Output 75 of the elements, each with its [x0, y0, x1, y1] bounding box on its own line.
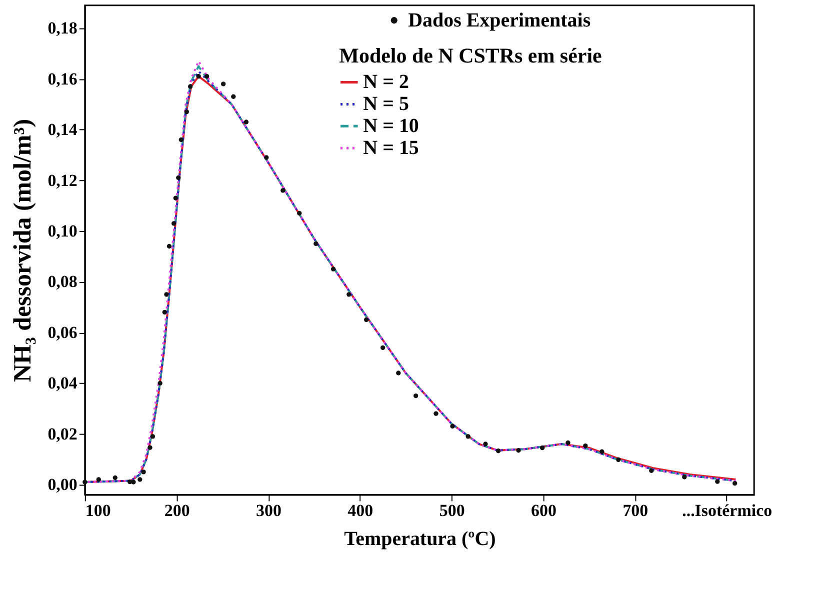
- y-tick-label: 0,10: [48, 222, 78, 241]
- y-tick-label: 0,12: [48, 170, 78, 190]
- point: [148, 445, 152, 450]
- y-tick-label: 0,16: [48, 69, 78, 88]
- point: [196, 74, 201, 79]
- point: [96, 477, 101, 482]
- point: [231, 94, 236, 99]
- point: [649, 468, 654, 473]
- point: [131, 480, 136, 484]
- point: [715, 479, 720, 484]
- x-tick-label: 500: [439, 501, 465, 520]
- point: [566, 440, 570, 446]
- y-tick-label: 0,04: [48, 374, 78, 393]
- point: [162, 310, 167, 314]
- x-tick-label: 400: [348, 501, 374, 520]
- point: [466, 434, 470, 439]
- legend-title: Modelo de N CSTRs em série: [339, 43, 602, 68]
- point: [188, 84, 193, 89]
- point: [166, 244, 172, 249]
- point: [220, 82, 226, 86]
- x-axis-title: Temperatura (ºC): [344, 528, 496, 550]
- point: [434, 411, 438, 416]
- point: [244, 120, 249, 124]
- point: [364, 317, 369, 322]
- point: [173, 196, 178, 200]
- x-tick-label: 200: [164, 501, 190, 520]
- point: [158, 380, 162, 386]
- point: [171, 221, 176, 226]
- x-tick-label: ...Isotérmico: [682, 501, 772, 520]
- legend-label: N = 15: [363, 137, 419, 160]
- point: [204, 74, 210, 79]
- point: [346, 292, 352, 297]
- point: [280, 188, 286, 193]
- y-tick-label: 0,08: [48, 272, 78, 292]
- x-tick-label: 700: [622, 501, 648, 520]
- point: [127, 479, 132, 484]
- point: [314, 241, 318, 246]
- point: [82, 480, 88, 484]
- point: [450, 424, 455, 429]
- legend-label: Dados Experimentais: [408, 9, 591, 32]
- y-axis-title: NH₃ dessorvida (mol/m³): [10, 118, 37, 382]
- point: [496, 448, 501, 454]
- legend-label: N = 10: [363, 115, 419, 138]
- point: [682, 474, 687, 480]
- point: [413, 394, 418, 398]
- point: [141, 470, 146, 474]
- point: [516, 448, 521, 453]
- point: [330, 266, 336, 272]
- y-tick-label: 0,18: [48, 18, 78, 38]
- point: [184, 109, 189, 114]
- x-tick-label: 600: [531, 501, 556, 520]
- point: [583, 443, 588, 448]
- point: [483, 442, 488, 446]
- point: [380, 345, 386, 350]
- point: [396, 370, 401, 376]
- point: [616, 457, 621, 462]
- point: [178, 137, 184, 142]
- y-tick-label: 0,00: [48, 475, 78, 494]
- point: [176, 175, 181, 180]
- point: [540, 445, 545, 450]
- legend-label: N = 2: [363, 71, 409, 94]
- y-tick-label: 0,06: [48, 322, 78, 342]
- point: [112, 475, 118, 480]
- point: [164, 292, 169, 297]
- legend-label: N = 5: [363, 93, 409, 116]
- point: [600, 449, 604, 454]
- point: [150, 434, 156, 439]
- x-tick-label: 300: [256, 501, 282, 520]
- point: [297, 210, 302, 216]
- y-tick-label: 0,02: [48, 424, 78, 444]
- point: [732, 480, 738, 486]
- point: [138, 477, 142, 482]
- x-tick-label: 100: [85, 501, 111, 520]
- point: [264, 155, 269, 160]
- y-tick-label: 0,14: [48, 120, 78, 140]
